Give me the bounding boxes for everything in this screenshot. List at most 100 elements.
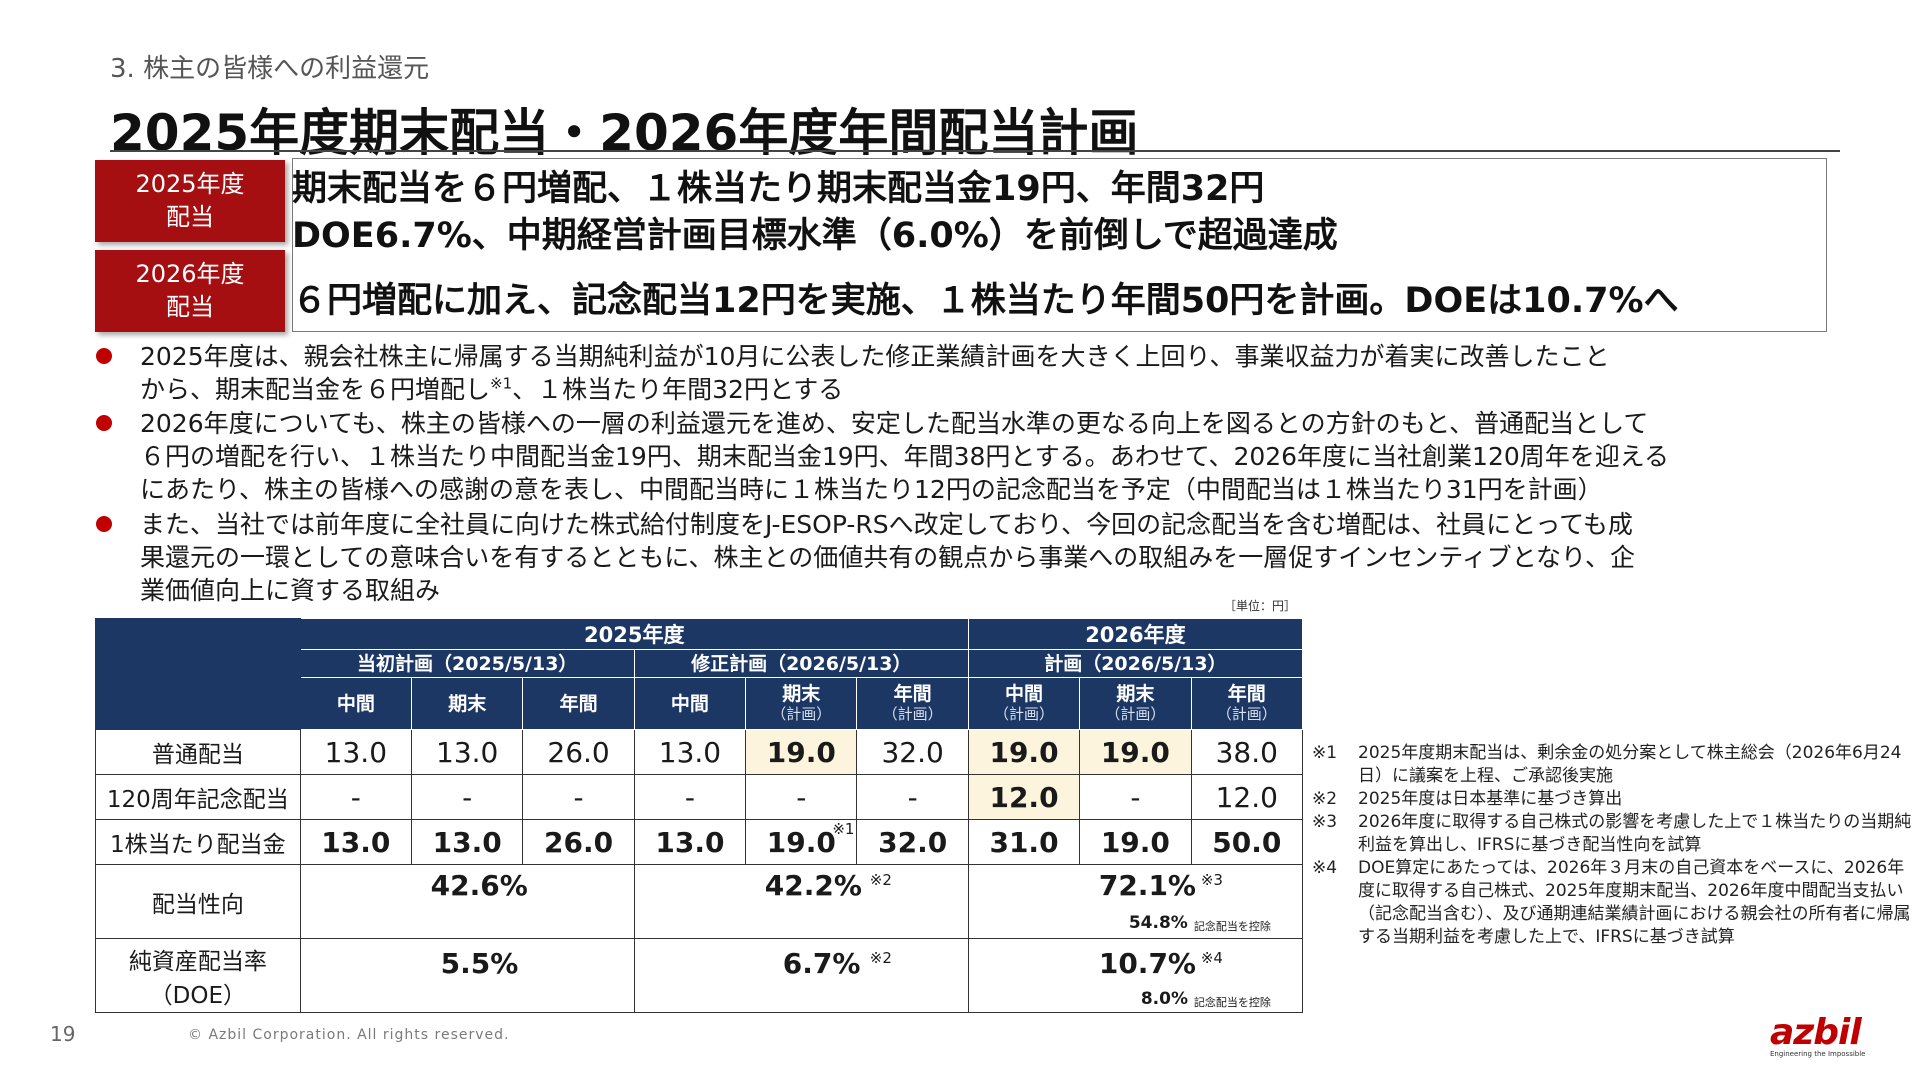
- summary-box: [292, 158, 1827, 332]
- bullet-2-line-3: にあたり、株主の皆様への感謝の意を表し、中間配当時に１株当たり12円の記念配当を…: [140, 475, 1603, 504]
- table-row: 配当性向 42.6% 42.2% ※2 72.1% ※3 54.8% 記念配当を…: [95, 864, 1304, 939]
- doe-revised: 6.7% ※2: [633, 938, 969, 1013]
- bullet-1-line-1: 2025年度は、親会社株主に帰属する当期純利益が10月に公表した修正業績計画を大…: [140, 342, 1610, 371]
- table-cell: 19.0 ※1: [745, 819, 858, 865]
- table-cell: 32.0: [856, 819, 969, 865]
- table-row: 普通配当 13.0 13.0 26.0 13.0 19.0 32.0 19.0 …: [95, 729, 1304, 775]
- table-cell: 12.0: [1190, 774, 1304, 820]
- doe-excl-value: 8.0%: [1140, 989, 1188, 1009]
- row-label: 配当性向: [95, 864, 301, 939]
- col-final: 期末: [411, 677, 524, 730]
- table-cell: 13.0: [411, 819, 524, 865]
- cell-value: 5.5%: [440, 947, 519, 980]
- bullet-dot-icon: [96, 348, 112, 364]
- table-cell: 19.0: [1079, 819, 1192, 865]
- row-label: 1株当たり配当金: [95, 819, 301, 865]
- table-cell-highlight: 19.0: [745, 729, 858, 775]
- footnote-mark: ※2: [869, 949, 892, 967]
- row-label: 120周年記念配当: [95, 774, 301, 820]
- footnote-mark: ※1: [832, 820, 855, 838]
- row-label: 純資産配当率 （DOE）: [95, 938, 301, 1013]
- footnote-mark: ※1: [490, 374, 513, 393]
- page-title: 2025年度期末配当・2026年度年間配当計画: [110, 104, 1139, 162]
- logo-wordmark: azbil: [1770, 1012, 1862, 1053]
- col-final: 期末 （計画）: [745, 677, 858, 730]
- row-label: 普通配当: [95, 729, 301, 775]
- bullet-item: 2026年度についても、株主の皆様への一層の利益還元を進め、安定した配当水準の更…: [96, 407, 1856, 506]
- bullet-3-line-1: また、当社では前年度に全社員に向けた株式給付制度をJ-ESOP-RSへ改定してお…: [140, 510, 1633, 539]
- footnote-mark: ※2: [869, 871, 892, 889]
- doe-excl-note: 記念配当を控除: [1193, 996, 1271, 1009]
- bullet-3-line-3: 業価値向上に資する取組み: [140, 576, 441, 605]
- table-cell: -: [745, 774, 858, 820]
- payout-excl-note: 記念配当を控除: [1193, 920, 1271, 933]
- headline-2025-1: 期末配当を６円増配、１株当たり期末配当金19円、年間32円: [292, 169, 1265, 209]
- payout-initial: 42.6%: [299, 864, 635, 939]
- cell-value: 19.0: [766, 825, 836, 859]
- unit-label: ［単位：円］: [1224, 599, 1297, 613]
- header-2026: 2026年度: [967, 618, 1304, 650]
- col-interim: 中間: [633, 677, 747, 730]
- footnote-item: ※1 2025年度期末配当は、剰余金の処分案として株主総会（2026年6月24日）…: [1312, 743, 1902, 786]
- table-cell-highlight: 19.0: [1079, 729, 1192, 775]
- bullet-1-line-2-pre: から、期末配当金を６円増配し: [140, 375, 491, 404]
- footnote-mark: ※4: [1200, 949, 1223, 967]
- bullet-dot-icon: [96, 516, 112, 532]
- table-cell: 13.0: [299, 819, 413, 865]
- row-label-line1: 純資産配当率: [128, 948, 267, 975]
- header-initial-plan: 当初計画（2025/5/13）: [299, 649, 635, 678]
- table-cell: 31.0: [967, 819, 1081, 865]
- col-annual: 年間: [522, 677, 635, 730]
- footnote-item: ※2 2025年度は日本基準に基づき算出: [1312, 789, 1623, 809]
- cell-value: 42.2%: [764, 869, 862, 902]
- footnote-item: ※4 DOE算定にあたっては、2026年３月末の自己資本をベースに、2026年度に…: [1312, 858, 1911, 947]
- table-cell: -: [299, 774, 413, 820]
- table-cell: 50.0: [1190, 819, 1304, 865]
- footnote-item: ※3 2026年度に取得する自己株式の影響を考慮した上で１株当たりの当期純利益を算…: [1312, 812, 1912, 855]
- cell-value: 72.1%: [1098, 869, 1196, 902]
- bullet-2-line-2: ６円の増配を行い、１株当たり中間配当金19円、期末配当金19円、年間38円とする…: [140, 442, 1670, 471]
- table-row: 1株当たり配当金 13.0 13.0 26.0 13.0 19.0 ※1 32.0…: [95, 819, 1304, 865]
- headline-2026: ６円増配に加え、記念配当12円を実施、１株当たり年間50円を計画。DOEは10.…: [292, 281, 1679, 321]
- header-2026-plan: 計画（2026/5/13）: [967, 649, 1304, 678]
- footnotes: ※1 2025年度期末配当は、剰余金の処分案として株主総会（2026年6月24日）…: [1312, 742, 1912, 949]
- tag-2026-line2: 配当: [166, 293, 214, 321]
- bullet-2-line-1: 2026年度についても、株主の皆様への一層の利益還元を進め、安定した配当水準の更…: [140, 409, 1649, 438]
- tag-2025-dividend: 2025年度 配当: [95, 160, 285, 242]
- bullet-1-line-2: から、期末配当金を６円増配し※1、１株当たり年間32円とする: [140, 373, 1856, 406]
- bullet-3-line-2: 果還元の一環としての意味合いを有するとともに、株主との価値共有の観点から事業への…: [140, 543, 1636, 572]
- section-heading: 3. 株主の皆様への利益還元: [110, 54, 430, 84]
- col-annual: 年間 （計画）: [856, 677, 969, 730]
- payout-plan: 72.1% ※3 54.8% 記念配当を控除: [967, 864, 1304, 939]
- row-label-line2: （DOE）: [149, 982, 247, 1009]
- cell-value: 10.7%: [1098, 947, 1196, 980]
- table-row: 120周年記念配当 - - - - - - 12.0 - 12.0: [95, 774, 1304, 820]
- dividend-table: 2025年度 2026年度 当初計画（2025/5/13） 修正計画（2026/…: [95, 618, 1304, 1013]
- doe-initial: 5.5%: [299, 938, 635, 1013]
- doe-plan: 10.7% ※4 8.0% 記念配当を控除: [967, 938, 1304, 1013]
- headline-2025-2: DOE6.7%、中期経営計画目標水準（6.0%）を前倒しで超過達成: [292, 216, 1338, 256]
- table-cell: 38.0: [1190, 729, 1304, 775]
- col-annual: 年間 （計画）: [1190, 677, 1304, 730]
- header-2025: 2025年度: [299, 618, 969, 650]
- table-cell: 26.0: [522, 819, 635, 865]
- col-interim: 中間: [299, 677, 413, 730]
- table-row: 純資産配当率 （DOE） 5.5% 6.7% ※2 10.7% ※4 8.0% …: [95, 938, 1304, 1013]
- table-corner: [95, 618, 301, 730]
- table-cell: 13.0: [633, 819, 747, 865]
- bullet-dot-icon: [96, 415, 112, 431]
- table-cell: 13.0: [299, 729, 413, 775]
- tag-2026-line1: 2026年度: [135, 260, 245, 288]
- logo-tagline: Engineering the Impossible: [1770, 1050, 1866, 1058]
- tag-2025-line1: 2025年度: [135, 170, 245, 198]
- bullet-item: また、当社では前年度に全社員に向けた株式給付制度をJ-ESOP-RSへ改定してお…: [96, 508, 1856, 607]
- table-cell: 32.0: [856, 729, 969, 775]
- table-cell: -: [522, 774, 635, 820]
- tag-2025-line2: 配当: [166, 203, 214, 231]
- bullet-1-line-2-post: 、１株当たり年間32円とする: [512, 375, 844, 404]
- tag-2026-dividend: 2026年度 配当: [95, 250, 285, 332]
- table-cell: 13.0: [633, 729, 747, 775]
- table-cell: -: [856, 774, 969, 820]
- col-final: 期末 （計画）: [1079, 677, 1192, 730]
- table-cell-highlight: 12.0: [967, 774, 1081, 820]
